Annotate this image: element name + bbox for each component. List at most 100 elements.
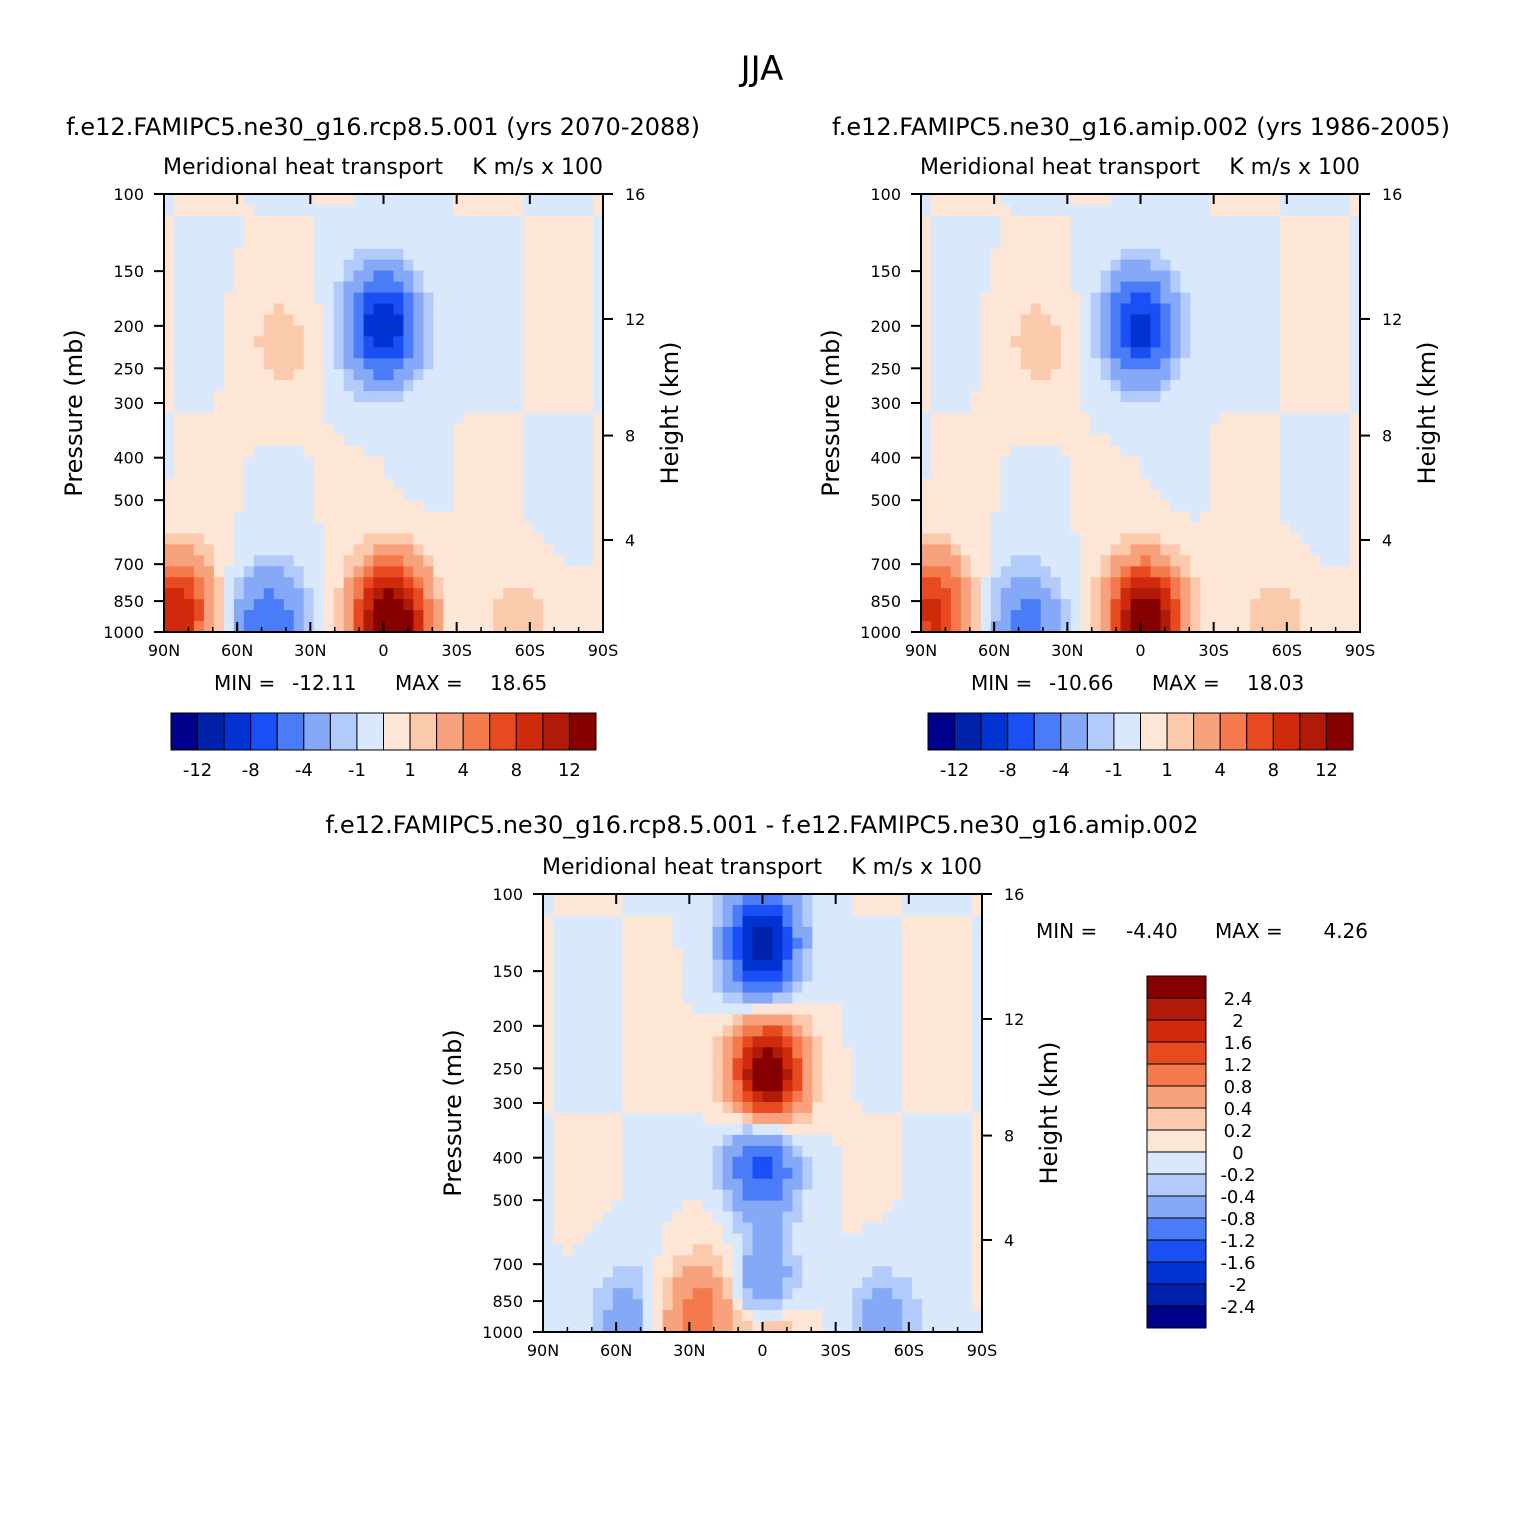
field-cell — [712, 1200, 724, 1213]
field-cell — [1300, 478, 1311, 491]
field-cell — [1180, 555, 1191, 567]
field-cell — [1120, 423, 1132, 436]
field-cell — [1150, 577, 1162, 589]
field-cell — [1060, 380, 1072, 392]
field-cell — [950, 489, 962, 502]
field-cell — [1320, 456, 1331, 469]
field-cell — [203, 413, 215, 425]
field-cell — [1100, 259, 1112, 272]
field-cell — [1110, 336, 1122, 348]
field-cell — [1170, 204, 1182, 217]
field-cell — [940, 621, 952, 633]
field-cell — [1310, 599, 1321, 611]
field-cell — [960, 445, 972, 458]
field-cell — [1090, 577, 1102, 589]
field-cell — [762, 992, 774, 1005]
field-cell — [582, 1167, 594, 1180]
field-cell — [1270, 489, 1281, 502]
field-cell — [1270, 588, 1281, 600]
field-cell — [1290, 204, 1301, 217]
field-cell — [164, 215, 175, 228]
field-cell — [263, 281, 275, 294]
field-cell — [463, 325, 474, 337]
field-cell — [832, 1277, 843, 1289]
field-cell — [283, 511, 295, 524]
field-cell — [772, 992, 784, 1005]
field-cell — [383, 413, 395, 425]
field-cell — [712, 1113, 724, 1125]
field-cell — [483, 281, 494, 294]
field-cell — [832, 1047, 843, 1059]
field-cell — [1210, 434, 1221, 447]
field-cell — [752, 1277, 764, 1289]
field-cell — [1350, 588, 1361, 600]
field-cell — [562, 1255, 574, 1267]
field-cell — [1300, 566, 1311, 578]
field-cell — [283, 369, 295, 381]
field-cell — [762, 1167, 774, 1180]
field-cell — [592, 904, 604, 917]
field-cell — [772, 1211, 784, 1224]
field-cell — [433, 522, 444, 535]
field-cell — [1050, 347, 1062, 359]
field-cell — [622, 1156, 634, 1169]
field-cell — [1080, 544, 1092, 556]
field-cell — [383, 259, 395, 272]
field-cell — [1110, 369, 1122, 381]
field-cell — [612, 1102, 624, 1114]
field-cell — [602, 915, 614, 928]
field-cell — [423, 566, 434, 578]
field-cell — [622, 1244, 634, 1256]
field-cell — [533, 369, 544, 381]
field-cell — [1260, 588, 1271, 600]
field-cell — [1040, 423, 1052, 436]
field-cell — [1270, 292, 1281, 305]
field-cell — [483, 248, 494, 261]
field-cell — [533, 434, 544, 447]
field-cell — [373, 511, 385, 524]
field-cell — [503, 270, 514, 283]
field-cell — [233, 522, 245, 535]
field-cell — [333, 204, 345, 217]
field-cell — [443, 445, 454, 458]
field-cell — [642, 904, 654, 917]
field-cell — [293, 566, 305, 578]
field-cell — [822, 926, 833, 939]
field-cell — [1260, 194, 1271, 206]
field-cell — [1150, 292, 1162, 305]
field-cell — [950, 336, 962, 348]
field-cell — [742, 1299, 754, 1311]
field-cell — [960, 489, 972, 502]
field-cell — [562, 1167, 574, 1180]
field-cell — [782, 1003, 794, 1016]
field-cell — [1120, 391, 1132, 403]
field-cell — [1010, 544, 1022, 556]
field-cell — [1340, 588, 1351, 600]
field-cell — [572, 1167, 584, 1180]
field-cell — [990, 478, 1002, 491]
field-cell — [1300, 358, 1311, 370]
field-cell — [582, 1091, 594, 1103]
field-cell — [253, 314, 265, 326]
field-cell — [253, 215, 265, 228]
field-cell — [164, 259, 175, 272]
field-cell — [403, 610, 415, 622]
field-cell — [792, 1178, 804, 1191]
field-cell — [1270, 445, 1281, 458]
field-cell — [1280, 588, 1291, 600]
field-cell — [742, 1244, 754, 1256]
field-cell — [343, 577, 355, 589]
field-cell — [1280, 270, 1291, 283]
field-cell — [293, 544, 305, 556]
field-cell — [1100, 588, 1112, 600]
field-cell — [1260, 577, 1271, 589]
field-cell — [1230, 610, 1241, 622]
field-cell — [263, 248, 275, 261]
field-cell — [722, 1145, 734, 1158]
field-cell — [1320, 369, 1331, 381]
panel-2-ylabel: Pressure (mb) — [817, 329, 845, 496]
field-cell — [1210, 303, 1221, 316]
field-cell — [852, 894, 863, 906]
field-cell — [822, 1233, 833, 1245]
field-cell — [543, 1299, 554, 1311]
